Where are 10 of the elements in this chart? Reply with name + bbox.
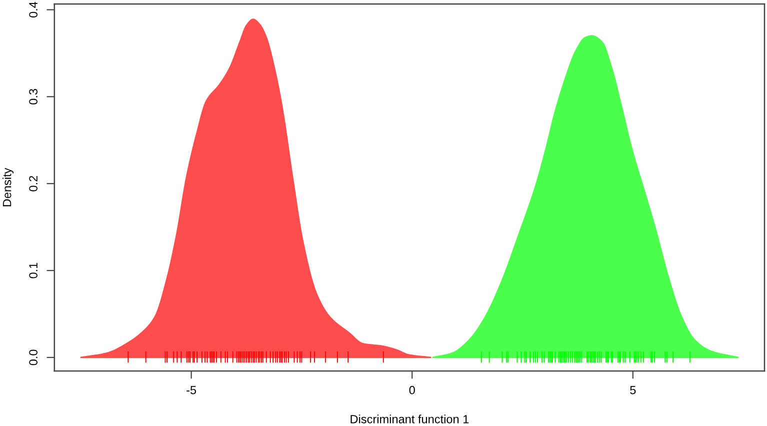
y-tick-label: 0.3 xyxy=(29,88,38,104)
y-tick-label: 0.1 xyxy=(29,262,38,278)
y-axis-title: Density xyxy=(2,168,14,206)
y-tick-label: 0.4 xyxy=(29,2,38,18)
x-tick-label: 0 xyxy=(409,386,415,394)
x-axis-title: Discriminant function 1 xyxy=(350,414,469,424)
x-tick-label: 5 xyxy=(630,386,636,394)
y-tick-label: 0.2 xyxy=(29,176,38,192)
y-tick-label: 0.0 xyxy=(29,350,38,366)
x-tick-label: -5 xyxy=(186,386,196,394)
